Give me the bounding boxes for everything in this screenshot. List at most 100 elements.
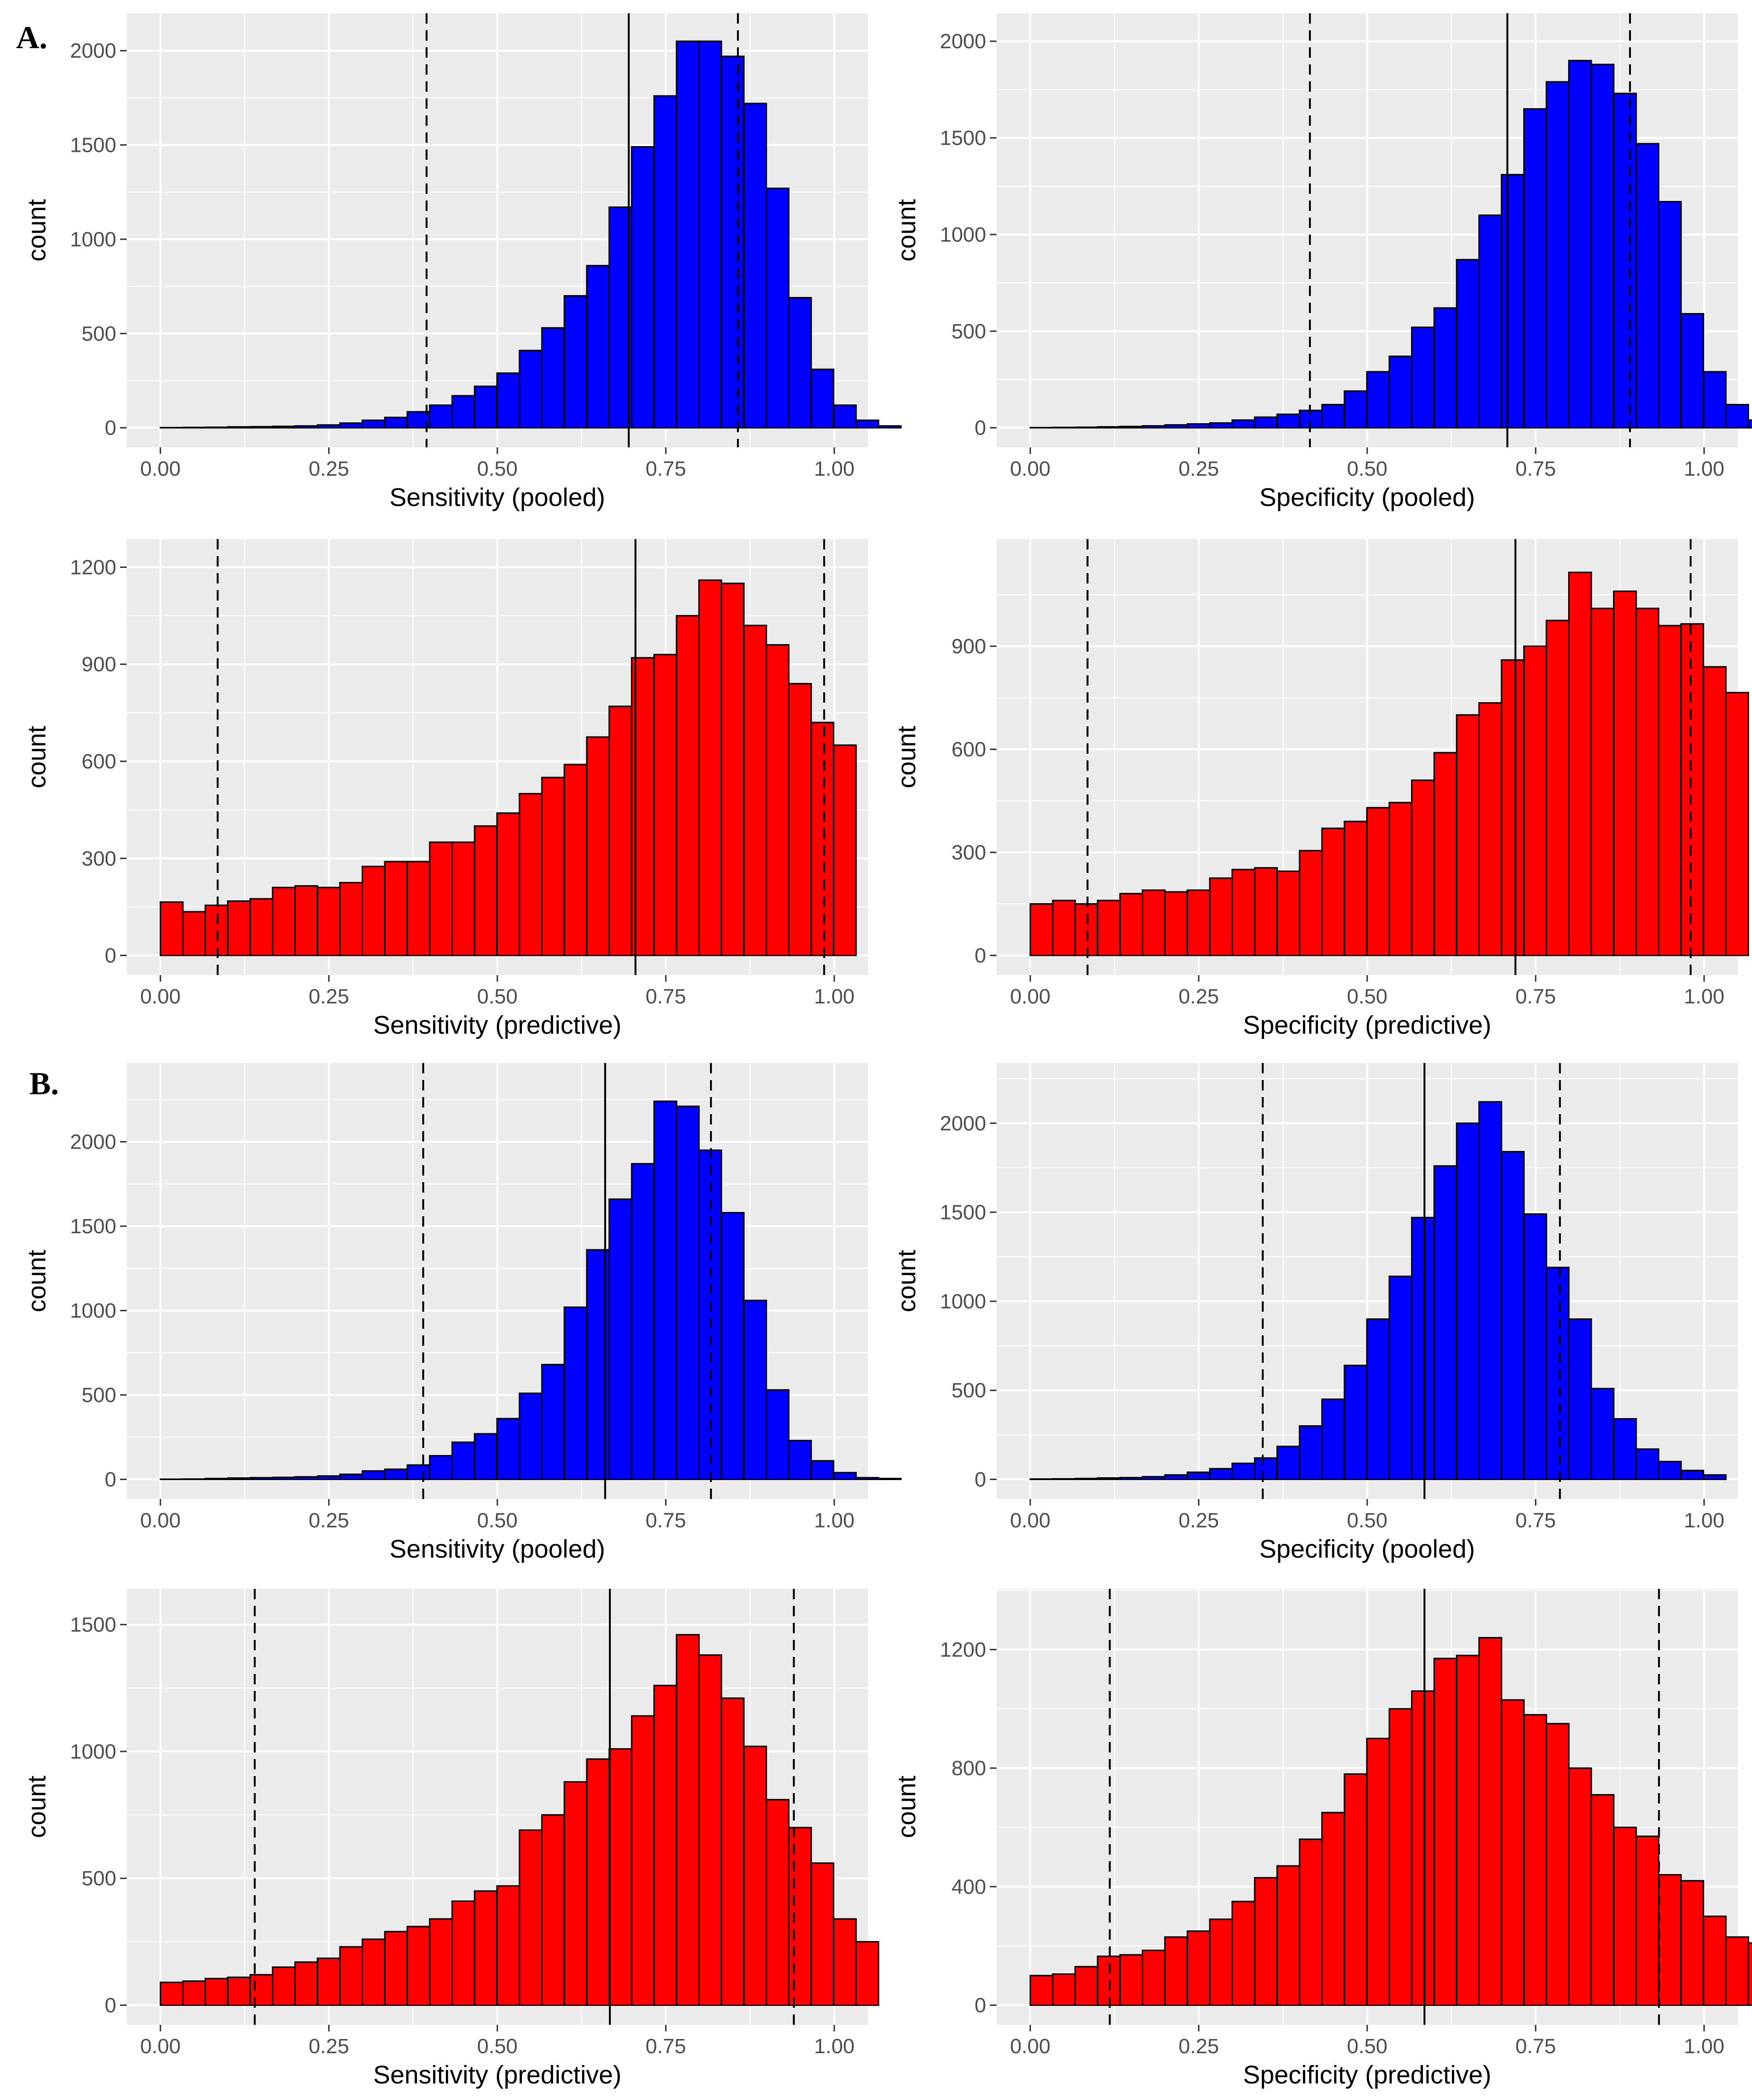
histogram-bar <box>249 1477 274 1481</box>
histogram-bar <box>1680 313 1704 429</box>
histogram-bar <box>204 1478 229 1481</box>
histogram-bar <box>653 1100 677 1481</box>
x-tick-label: 0.00 <box>1010 1509 1050 1532</box>
histogram-bar <box>1433 1165 1457 1481</box>
histogram-bar <box>833 404 857 429</box>
histogram-bar <box>855 1477 879 1481</box>
histogram-bar <box>1097 1477 1121 1481</box>
histogram-bar <box>429 841 453 957</box>
histogram-bar <box>339 882 364 957</box>
histogram-bar <box>586 736 610 957</box>
histogram-bar <box>1545 1723 1570 2006</box>
y-tick-label: 500 <box>952 1379 986 1402</box>
histogram-bar <box>676 1106 700 1481</box>
x-tick-label: 1.00 <box>814 2035 855 2058</box>
histogram-bar <box>406 1926 431 2006</box>
y-tick-label: 2000 <box>70 1131 116 1154</box>
x-tick-label: 1.00 <box>814 457 855 480</box>
histogram-bar <box>406 1464 431 1481</box>
histogram-bar <box>384 861 408 957</box>
histogram-bar <box>1097 426 1121 429</box>
x-tick-label: 0.25 <box>309 457 349 480</box>
histogram-bar <box>1232 1900 1256 2006</box>
y-tick-label: 300 <box>952 841 986 864</box>
histogram-bar <box>653 95 677 429</box>
histogram-bar <box>1433 307 1457 429</box>
histogram-bar <box>362 1470 386 1481</box>
histogram-bar <box>720 583 745 957</box>
histogram-bar <box>1635 1448 1659 1481</box>
histogram-bar <box>474 825 498 957</box>
histogram-bar <box>362 1938 386 2006</box>
histogram-bar <box>1344 820 1368 957</box>
y-tick-label: 1000 <box>940 1290 986 1313</box>
histogram-bar <box>1187 1471 1211 1481</box>
x-tick-label: 0.25 <box>1179 985 1219 1008</box>
x-tick-label: 0.50 <box>1347 1509 1388 1532</box>
histogram-bar <box>1702 666 1727 957</box>
y-tick-label: 0 <box>105 944 116 967</box>
x-tick-label: 0.25 <box>309 985 349 1008</box>
histogram-bar <box>1052 427 1076 429</box>
histogram-bar <box>1478 1637 1502 2006</box>
histogram-bar <box>1500 1699 1525 2006</box>
y-tick-label: 0 <box>975 944 986 967</box>
histogram-bar <box>833 1918 857 2006</box>
histogram-bar <box>1657 1874 1682 2006</box>
histogram-bar <box>519 793 543 957</box>
histogram-bar <box>676 615 700 957</box>
histogram-bar <box>1299 1425 1323 1481</box>
y-tick-label: 0 <box>105 1468 116 1491</box>
histogram-bar <box>877 1478 902 1481</box>
y-tick-label: 500 <box>952 320 986 343</box>
histogram-bar <box>227 900 251 957</box>
histogram-bar <box>1052 1973 1076 2006</box>
histogram-bar <box>1142 1950 1166 2006</box>
x-tick-label: 1.00 <box>1684 985 1725 1008</box>
y-tick-label: 1000 <box>70 1740 116 1763</box>
histogram-bar <box>564 764 588 957</box>
histogram-bar <box>227 1976 251 2006</box>
histogram-bar <box>1523 645 1547 957</box>
y-tick-label: 900 <box>82 653 116 676</box>
x-tick-label: 0.75 <box>646 2035 686 2058</box>
histogram-bar <box>1590 1794 1615 2006</box>
x-tick-label: 0.50 <box>1347 457 1388 480</box>
histogram-bar <box>1500 1151 1525 1481</box>
histogram-bar <box>1142 1476 1166 1481</box>
histogram-bar <box>272 1476 296 1481</box>
histogram-bar <box>788 1827 812 2006</box>
histogram-bar <box>810 1460 834 1481</box>
histogram-bar <box>653 1684 677 2006</box>
histogram-bar <box>1344 1773 1368 2006</box>
histogram-bar <box>833 744 857 957</box>
histogram-bar <box>1164 1936 1188 2006</box>
histogram-bar <box>788 1439 812 1481</box>
histogram-bar <box>204 1978 229 2006</box>
histogram-bar <box>810 722 834 957</box>
histogram-bar <box>833 1472 857 1481</box>
histogram-bar <box>294 1961 319 2006</box>
histogram-panel-6: 0 500 1000 1500 2000 0.00 0.25 0.50 0.75 1.00 Spec… <box>893 1063 1738 1563</box>
histogram-bar <box>1344 390 1368 429</box>
histogram-bar <box>317 1475 341 1481</box>
histogram-bar <box>1164 891 1188 957</box>
histogram-bar <box>1680 1880 1704 2006</box>
histogram-bar <box>1299 850 1323 957</box>
histogram-bar <box>1590 1387 1615 1481</box>
y-tick-label: 1200 <box>70 556 116 579</box>
histogram-bar <box>496 812 520 957</box>
y-axis-title: count <box>893 199 921 261</box>
histogram-bar <box>1097 899 1121 957</box>
histogram-panel-7: 0 500 1000 1500 0.00 0.25 0.50 0.75 1.00 Sensitiv… <box>23 1589 879 2089</box>
y-axis-title: count <box>23 1250 51 1312</box>
histogram-bar <box>474 1890 498 2006</box>
x-tick-label: 0.25 <box>1179 457 1219 480</box>
histogram-bar <box>519 349 543 429</box>
histogram-bar <box>631 146 655 429</box>
histogram-bar <box>810 368 834 429</box>
histogram-bar <box>1411 1217 1435 1481</box>
y-axis-title: count <box>23 199 51 261</box>
x-tick-label: 0.50 <box>477 1509 518 1532</box>
histogram-bar <box>1232 869 1256 957</box>
